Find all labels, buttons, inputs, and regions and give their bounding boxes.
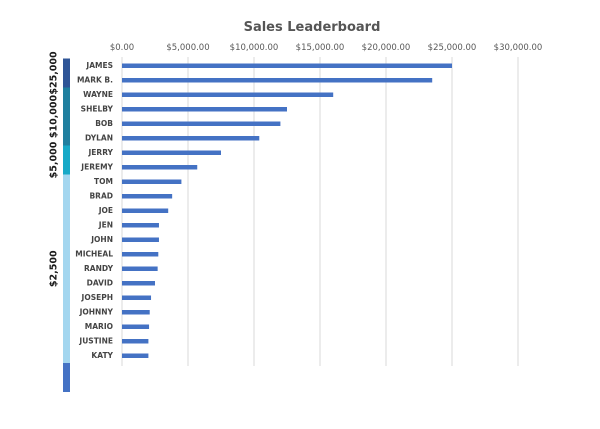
x-tick-label: $10,000.00 xyxy=(230,43,279,53)
category-label: JERRY xyxy=(88,148,114,157)
gridlines xyxy=(121,57,519,366)
y-axis-category-labels: JAMES MARK B. WAYNE SHELBY BOB DYLAN JERRY JERE… xyxy=(75,61,113,360)
tier-band xyxy=(63,145,70,175)
x-tick-label: $15,000.00 xyxy=(296,43,345,53)
bar xyxy=(122,252,159,257)
bar xyxy=(122,223,159,228)
bar xyxy=(122,281,155,286)
category-label: WAYNE xyxy=(83,90,113,99)
bar xyxy=(122,208,169,213)
bar xyxy=(122,92,334,97)
x-axis-tick-labels: $0.00 $5,000.00 $10,000.00 $15,000.00 $20,00… xyxy=(110,43,543,53)
category-label: BOB xyxy=(95,119,113,128)
bar xyxy=(122,63,452,68)
category-label: JOSEPH xyxy=(81,293,113,302)
bar xyxy=(122,150,221,155)
tier-strip: $25,000$10,000 $5,000 $2,500 xyxy=(49,51,70,392)
category-label: MICHEAL xyxy=(75,249,113,258)
x-tick-label: $0.00 xyxy=(110,43,134,53)
category-label: JUSTINE xyxy=(78,336,113,345)
bar xyxy=(122,353,149,358)
bar xyxy=(122,78,433,83)
bar xyxy=(122,324,150,329)
category-label: KATY xyxy=(91,351,113,360)
category-label: MARK B. xyxy=(77,75,113,84)
category-label: RANDY xyxy=(84,264,114,273)
bar xyxy=(122,237,159,242)
x-tick-label: $5,000.00 xyxy=(166,43,209,53)
category-label: JOE xyxy=(98,206,113,215)
bar xyxy=(122,165,198,170)
bar xyxy=(122,121,281,126)
bars xyxy=(122,63,452,358)
chart-title: Sales Leaderboard xyxy=(244,20,381,35)
bar xyxy=(122,339,149,344)
tier-label: $2,500 xyxy=(49,250,60,287)
category-label: TOM xyxy=(94,177,113,186)
tier-label: $25,000 xyxy=(49,51,60,95)
category-label: JAMES xyxy=(85,61,113,70)
bar xyxy=(122,266,158,271)
category-label: JEREMY xyxy=(80,162,113,171)
category-label: JOHNNY xyxy=(79,307,114,316)
tier-band xyxy=(63,87,70,146)
tier-band xyxy=(63,58,70,88)
bar xyxy=(122,136,260,141)
category-label: SHELBY xyxy=(81,104,114,113)
tier-label: $5,000 xyxy=(49,141,60,178)
bar xyxy=(122,107,287,112)
bar xyxy=(122,310,150,315)
category-label: BRAD xyxy=(89,191,113,200)
x-tick-label: $20,000.00 xyxy=(362,43,411,53)
bar xyxy=(122,179,182,184)
tier-band xyxy=(63,174,70,363)
tier-band xyxy=(63,363,70,392)
category-label: MARIO xyxy=(85,322,113,331)
tier-label: $10,000 xyxy=(49,94,60,138)
category-label: DYLAN xyxy=(85,133,113,142)
bar xyxy=(122,295,152,300)
category-label: JOHN xyxy=(90,235,113,244)
category-label: JEN xyxy=(98,220,113,229)
bar xyxy=(122,194,173,199)
x-tick-label: $25,000.00 xyxy=(428,43,477,53)
category-label: DAVID xyxy=(87,278,113,287)
x-tick-label: $30,000.00 xyxy=(494,43,543,53)
